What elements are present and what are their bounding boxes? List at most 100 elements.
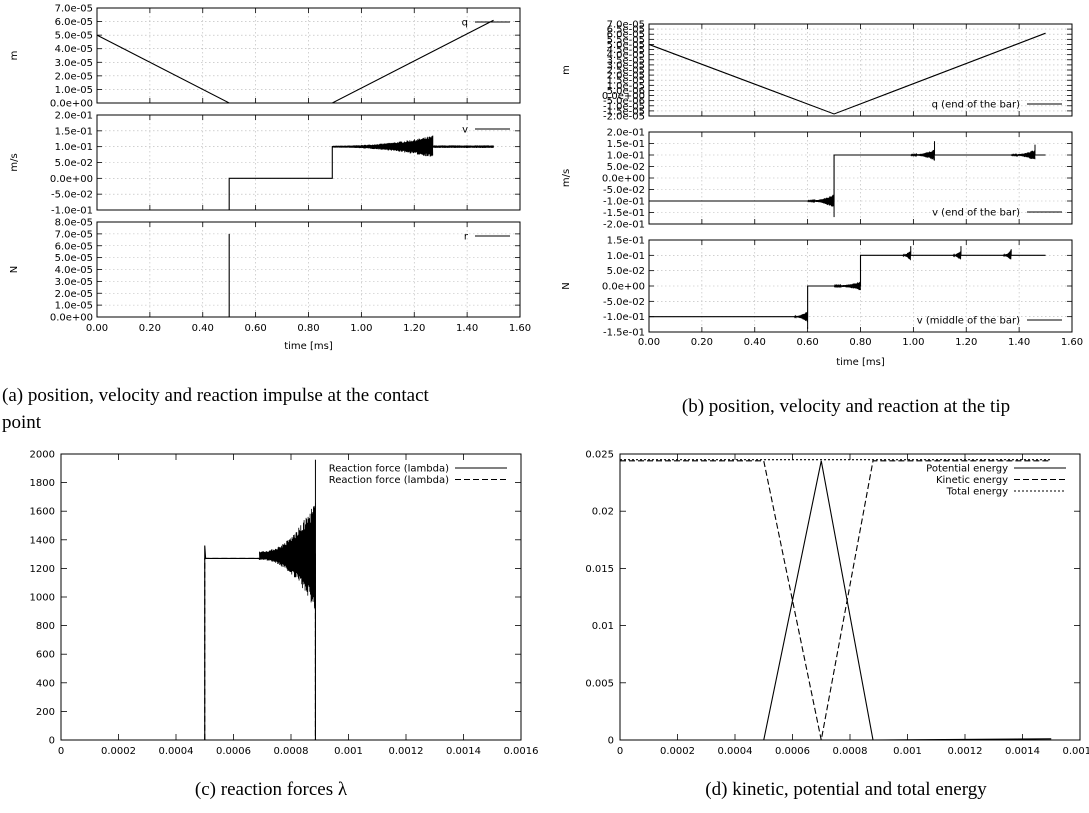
chart-c-series-0 [61, 545, 521, 741]
chart-c-ytick-label: 0 [49, 736, 55, 747]
caption-c: (c) reaction forces λ [195, 779, 348, 800]
chart-a-panel-2-xtick-label: 1.60 [509, 323, 531, 334]
chart-b-ytick-label: 1.0e-05 [607, 81, 645, 92]
chart-b-ytick-label: -1.0e-01 [603, 197, 645, 208]
chart-b-ytick-label: 1.0e-01 [607, 251, 645, 262]
chart-a-oscillation-1-1 [432, 145, 494, 148]
chart-c-xtick-label: 0.0016 [504, 746, 539, 757]
chart-a-legend-1-label: v [462, 125, 468, 136]
chart-b-ytick-label: 1.5e-01 [607, 139, 645, 150]
chart-b-series-0-0 [648, 32, 1046, 115]
chart-b-oscillation-1-0 [807, 194, 835, 208]
chart-a-panel-2: 0.00 0.20 0.40 0.60 0.80 1.00 1.20 1.40 1.60 0.0e… [9, 218, 531, 335]
chart-b-ytick-label: 7.0e-05 [607, 20, 645, 31]
chart-a-ytick-label: 6.0e-05 [55, 241, 93, 252]
chart-a-ylabel: N [9, 266, 20, 273]
chart-d-series-1 [620, 460, 1052, 741]
chart-b-ytick-label: 1.0e-01 [607, 151, 645, 162]
chart-a-legend-2-label: r [464, 232, 469, 243]
chart-a-ytick-label: 0.0e+00 [50, 313, 93, 324]
chart-a-ytick-label: 5.0e-05 [55, 253, 93, 264]
chart-c-ytick-label: 800 [36, 621, 55, 632]
chart-a-panel-2-xtick-label: 0.20 [139, 323, 161, 334]
caption-d: (d) kinetic, potential and total energy [705, 779, 987, 800]
chart-c-frame [60, 453, 522, 741]
chart-a-ytick-label: 7.0e-05 [55, 4, 93, 15]
chart-b-panel-2: 0.00 0.20 0.40 0.60 0.80 1.00 1.20 1.40 1.60 -1.5… [561, 236, 1083, 349]
chart-a-ytick-label: 4.0e-05 [55, 265, 93, 276]
chart-b-ytick-label: 3.5e-05 [607, 55, 645, 66]
chart-c-xtick-label: 0.0006 [216, 746, 251, 757]
chart-c-xtick-label: 0.0002 [101, 746, 136, 757]
chart-b-ytick-label: -1.5e-01 [603, 328, 645, 339]
chart-b-oscillation-2-3 [952, 249, 962, 260]
chart-b-ytick-label: 5.0e-06 [607, 86, 645, 97]
chart-d-ytick-label: 0.005 [585, 678, 614, 689]
chart-b-oscillation-2-2 [902, 251, 912, 261]
chart-a-panel-2-xtick-label: 0.40 [192, 323, 214, 334]
chart-c-ytick-label: 1000 [30, 593, 55, 604]
chart-b-ytick-label: 4.5e-05 [607, 45, 645, 56]
chart-d-xtick-label: 0.0016 [1063, 746, 1089, 757]
chart-c-xtick-label: 0.0004 [159, 746, 194, 757]
chart-a-ytick-label: 7.0e-05 [55, 229, 93, 240]
chart-b-ytick-label: -1.5e-01 [603, 208, 645, 219]
chart-a-ytick-label: 1.0e-05 [55, 85, 93, 96]
chart-c-xtick-label: 0.0012 [389, 746, 424, 757]
chart-b-legend-1-label: v (end of the bar) [932, 208, 1020, 219]
chart-c-xtick-label: 0.0008 [274, 746, 309, 757]
chart-a-ylabel: m [9, 51, 20, 61]
chart-b-ytick-label: 2.0e-01 [607, 128, 645, 139]
chart-b-ytick-label: -1.0e-01 [603, 312, 645, 323]
chart-b-ytick-label: 0.0e+00 [602, 91, 645, 102]
chart-d-xtick-label: 0.0002 [660, 746, 695, 757]
chart-d-ytick-label: 0.015 [585, 564, 614, 575]
chart-a-panel-2-xtick-label: 0.00 [86, 323, 108, 334]
chart-c-oscillation-0 [258, 502, 316, 609]
chart-b-ytick-label: 0.0e+00 [602, 174, 645, 185]
chart-d-xtick-label: 0.0008 [833, 746, 868, 757]
chart-d-xtick-label: 0.0006 [775, 746, 810, 757]
chart-c-ytick-label: 600 [36, 650, 55, 661]
chart-b-oscillation-2-0 [794, 311, 809, 323]
chart-b-panel-0: -2.0e-05-1.5e-05-1.0e-05-5.0e-060.0e+005… [561, 20, 1073, 123]
chart-a-legend-0-label: q [462, 18, 468, 29]
chart-d-xtick-label: 0.0004 [718, 746, 753, 757]
chart-d-series-0 [620, 460, 1052, 741]
chart-a-ytick-label: 2.0e-01 [55, 111, 93, 122]
chart-a-panel-2-xtick-label: 0.80 [297, 323, 319, 334]
chart-a-ytick-label: 2.0e-05 [55, 71, 93, 82]
chart-b-ytick-label: -1.5e-05 [603, 106, 645, 117]
chart-c-ytick-label: 400 [36, 678, 55, 689]
chart-b-xlabel: time [ms] [836, 357, 885, 368]
chart-a-ytick-label: 0.0e+00 [50, 174, 93, 185]
chart-b-series-1-0 [649, 154, 1046, 202]
chart-c-ytick-label: 1400 [30, 535, 55, 546]
chart-b-panel-1-frame [648, 131, 1073, 225]
chart-b-oscillation-2-1 [833, 281, 861, 291]
chart-a-ytick-label: -1.0e-01 [51, 206, 93, 217]
chart-b-panel-2-xtick-label: 0.40 [744, 337, 766, 348]
chart-a-series-0-0 [96, 19, 494, 104]
chart-d-xtick-label: 0.0012 [948, 746, 983, 757]
chart-b-panel-1: -2.0e-01-1.5e-01-1.0e-01-5.0e-020.0e+005… [561, 128, 1073, 231]
chart-c-legend-1-label: Reaction force (lambda) [329, 475, 449, 486]
chart-b-panel-0-frame [648, 23, 1073, 117]
chart-a-panel-1: -1.0e-01 -5.0e-02 0.0e+00 5.0e-02 1.0e-01 1.5… [9, 111, 521, 217]
captions: (a) position, velocity and reaction impu… [2, 385, 1010, 800]
chart-b-ylabel: N [561, 282, 572, 289]
chart-b-ylabel: m/s [561, 169, 572, 187]
chart-c-ytick-label: 200 [36, 707, 55, 718]
chart-a-series-2-0 [97, 233, 494, 318]
chart-b-ytick-label: 6.0e-05 [607, 30, 645, 41]
chart-a-ytick-label: 3.0e-05 [55, 277, 93, 288]
chart-b-panel-2-frame [648, 239, 1073, 333]
chart-d-ytick-label: 0.025 [585, 450, 614, 461]
chart-b-ytick-label: 0.0e+00 [602, 282, 645, 293]
chart-a-ytick-label: 4.0e-05 [55, 44, 93, 55]
chart-b-ytick-label: 5.0e-02 [607, 162, 645, 173]
chart-b-legend-2-label: v (middle of the bar) [917, 316, 1020, 327]
chart-c: 0 0.0002 0.0004 0.0006 0.0008 0.001 0.0012 0.00… [30, 450, 539, 758]
chart-a-ylabel: m/s [9, 153, 20, 171]
